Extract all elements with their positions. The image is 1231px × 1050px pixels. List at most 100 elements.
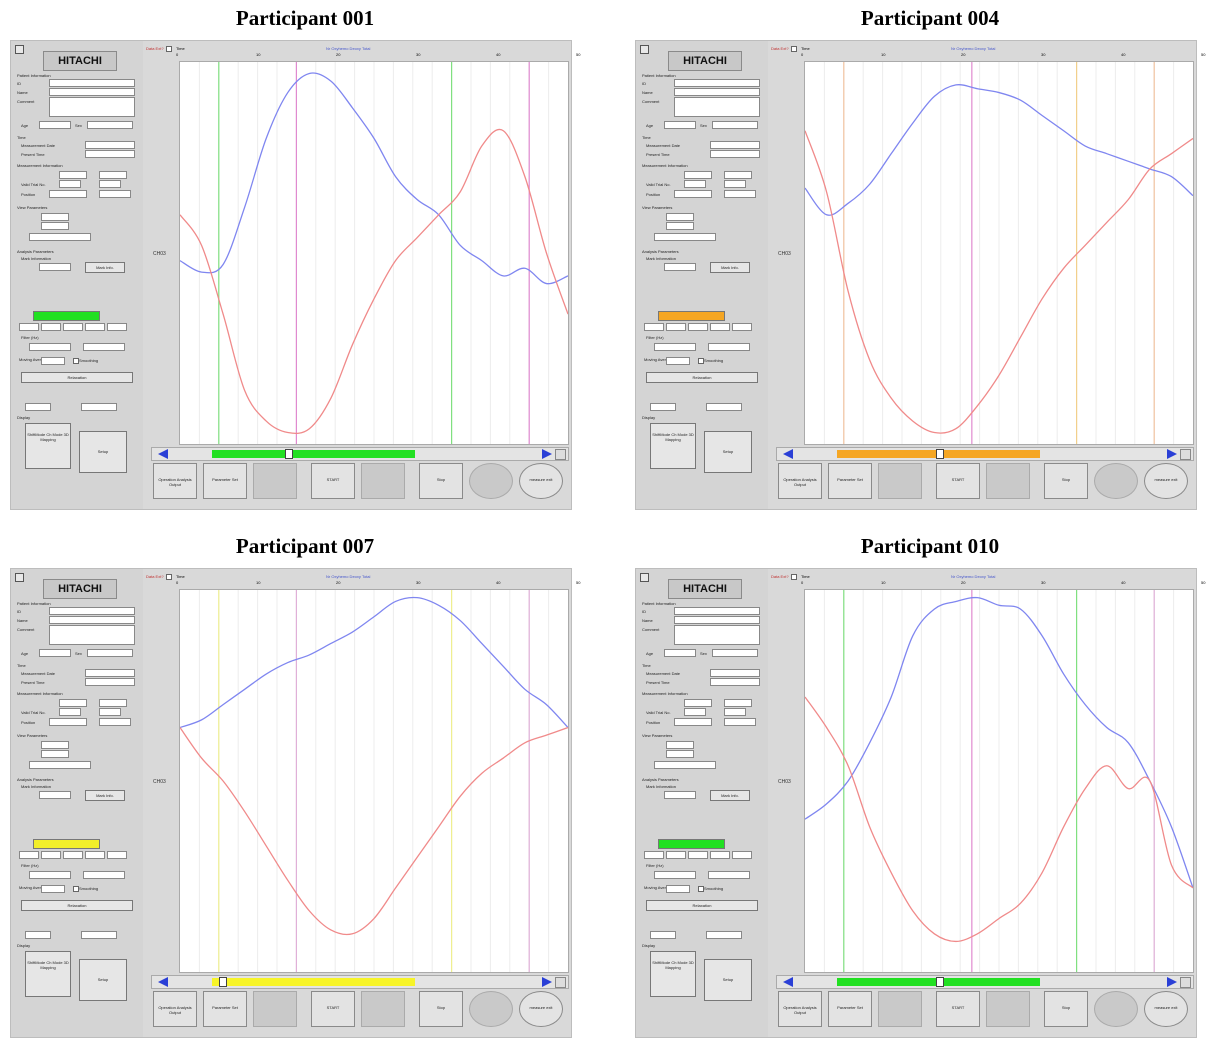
analysis-param-field[interactable] [19,323,39,331]
moving-average-field[interactable] [666,885,690,893]
parameter-set-button[interactable]: Parameter Set [828,991,872,1027]
view-min-select[interactable] [41,750,69,758]
time-checkbox[interactable] [791,46,797,52]
mark-select[interactable] [664,263,696,271]
trial-field[interactable] [724,180,746,188]
position-select[interactable] [49,190,87,198]
analysis-param-field[interactable] [688,323,708,331]
analysis-param-field[interactable] [666,851,686,859]
relaxation-button[interactable]: Relaxation [21,372,133,383]
measurement-field[interactable] [684,699,712,707]
scroll-right-arrow-icon[interactable] [542,977,552,987]
relaxation-button[interactable]: Relaxation [646,900,758,911]
smoothing-checkbox[interactable] [698,886,704,892]
scale-select[interactable] [25,931,51,939]
filter-low-select[interactable] [29,871,71,879]
analysis-param-field[interactable] [85,323,105,331]
sex-select[interactable] [712,121,758,129]
analysis-param-field[interactable] [666,323,686,331]
smoothing-checkbox[interactable] [73,886,79,892]
time-checkbox[interactable] [791,574,797,580]
analysis-param-field[interactable] [85,851,105,859]
smoothing-checkbox[interactable] [73,358,79,364]
sex-select[interactable] [87,121,133,129]
stop-button[interactable]: Stop [419,991,463,1027]
filter-low-select[interactable] [654,871,696,879]
age-field[interactable] [39,649,71,657]
measurement-field[interactable] [724,171,752,179]
window-menu-button[interactable] [640,573,649,582]
age-field[interactable] [39,121,71,129]
mark-select[interactable] [39,791,71,799]
measurement-field[interactable] [684,171,712,179]
scroll-left-arrow-icon[interactable] [783,449,793,459]
id-field[interactable] [674,607,760,615]
present-time-field[interactable] [85,150,135,158]
moving-average-field[interactable] [666,357,690,365]
name-field[interactable] [49,88,135,96]
stop-button[interactable]: Stop [419,463,463,499]
name-field[interactable] [674,88,760,96]
name-field[interactable] [674,616,760,624]
filter-low-select[interactable] [654,343,696,351]
age-field[interactable] [664,649,696,657]
scroll-end-button[interactable] [555,977,566,988]
disabled-button[interactable] [986,991,1030,1027]
operation-button[interactable]: Operation Analysis Output [153,991,197,1027]
view-type-select[interactable] [29,233,91,241]
comment-field[interactable] [674,625,760,645]
view-max-select[interactable] [666,213,694,221]
disabled-button[interactable] [253,463,297,499]
disabled-oval-button[interactable] [469,991,513,1027]
time-checkbox[interactable] [166,46,172,52]
trial-field[interactable] [684,180,706,188]
trial-field[interactable] [99,180,121,188]
start-button[interactable]: START [311,991,355,1027]
scale-select[interactable] [650,403,676,411]
disabled-button[interactable] [878,463,922,499]
window-menu-button[interactable] [640,45,649,54]
filter-high-select[interactable] [83,343,125,351]
position-select[interactable] [674,718,712,726]
scroll-right-arrow-icon[interactable] [1167,449,1177,459]
name-field[interactable] [49,616,135,624]
display-mode-button[interactable]: ShiftMode Ch Mode 3D Mapping [650,423,696,469]
analysis-param-field[interactable] [710,851,730,859]
scroll-right-arrow-icon[interactable] [1167,977,1177,987]
disabled-oval-button[interactable] [469,463,513,499]
timeline-thumb[interactable] [936,977,944,987]
measurement-field[interactable] [99,699,127,707]
measure-exit-button[interactable]: measure exit [519,991,563,1027]
moving-average-field[interactable] [41,885,65,893]
sex-select[interactable] [87,649,133,657]
position-field[interactable] [724,190,756,198]
sex-select[interactable] [712,649,758,657]
disabled-oval-button[interactable] [1094,991,1138,1027]
scale-select[interactable] [706,403,742,411]
present-time-field[interactable] [710,150,760,158]
trial-field[interactable] [59,708,81,716]
parameter-set-button[interactable]: Parameter Set [203,463,247,499]
disabled-oval-button[interactable] [1094,463,1138,499]
scroll-left-arrow-icon[interactable] [783,977,793,987]
scale-select[interactable] [706,931,742,939]
setup-button[interactable]: Setup [79,959,127,1001]
position-field[interactable] [724,718,756,726]
setup-button[interactable]: Setup [79,431,127,473]
trial-field[interactable] [684,708,706,716]
window-menu-button[interactable] [15,573,24,582]
analysis-param-field[interactable] [688,851,708,859]
comment-field[interactable] [674,97,760,117]
view-max-select[interactable] [41,213,69,221]
parameter-set-button[interactable]: Parameter Set [828,463,872,499]
id-field[interactable] [49,607,135,615]
scale-select[interactable] [81,403,117,411]
trial-field[interactable] [59,180,81,188]
setup-button[interactable]: Setup [704,959,752,1001]
disabled-button[interactable] [986,463,1030,499]
start-button[interactable]: START [311,463,355,499]
view-type-select[interactable] [654,233,716,241]
analysis-param-field[interactable] [732,851,752,859]
timeline-thumb[interactable] [218,977,227,987]
scale-select[interactable] [25,403,51,411]
